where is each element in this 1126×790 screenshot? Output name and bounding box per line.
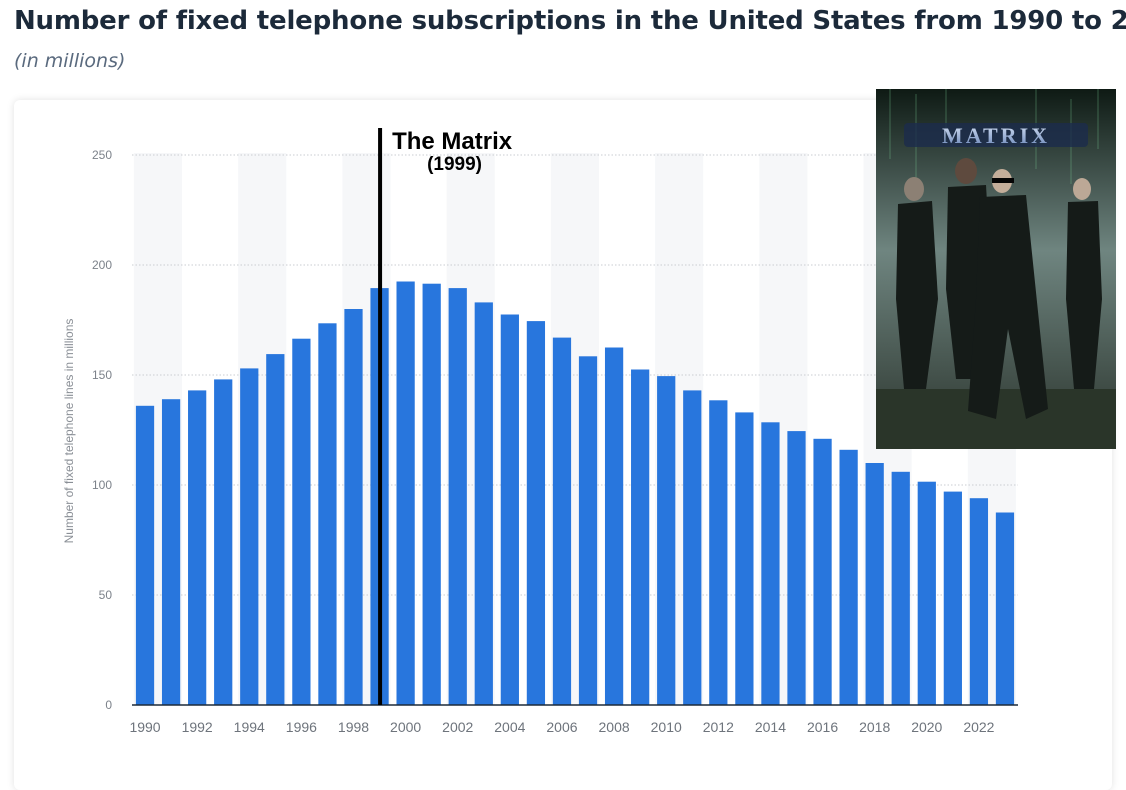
x-tick-label: 2022 [963,719,994,735]
x-tick-label: 1990 [129,719,160,735]
bar-2015[interactable] [787,431,806,705]
bar-2000[interactable] [396,281,415,706]
bar-2019[interactable] [891,471,910,705]
bar-1995[interactable] [266,354,285,705]
x-tick-label: 2014 [755,719,786,735]
y-tick-label: 150 [92,368,112,382]
bar-2004[interactable] [500,314,519,706]
bar-2012[interactable] [709,400,728,705]
bar-2021[interactable] [943,491,962,705]
bar-2005[interactable] [526,321,546,705]
bar-2014[interactable] [761,422,780,705]
matrix-movie-poster: MATRIX [876,89,1116,449]
y-axis-ticks: 0 50 100 150 200 250 [92,148,112,712]
x-tick-label: 2016 [807,719,838,735]
bar-1994[interactable] [240,368,259,705]
y-tick-label: 0 [105,698,112,712]
bar-1990[interactable] [135,405,155,705]
x-axis-ticks: 1990 1992 1994 1996 1998 2000 2002 2004 2006 2008… [129,719,994,735]
bar-2003[interactable] [474,302,493,705]
x-tick-label: 2004 [494,719,525,735]
poster-logo: MATRIX [942,123,1050,148]
bar-2020[interactable] [917,481,936,705]
matrix-annotation: The Matrix (1999) [378,128,513,705]
bar-2023[interactable] [995,512,1015,706]
annotation-sublabel: (1999) [427,154,482,175]
chart-title: Number of fixed telephone subscriptions … [14,6,1126,36]
bar-2022[interactable] [969,498,989,705]
x-tick-label: 2010 [651,719,682,735]
bar-1997[interactable] [318,323,337,705]
x-tick-label: 1992 [182,719,213,735]
x-tick-label: 2002 [442,719,473,735]
bar-2002[interactable] [448,288,467,705]
bar-2017[interactable] [839,449,858,705]
bar-1993[interactable] [214,379,233,705]
bar-chart: 0 50 100 150 200 250 1990 1992 1994 1996 1998 2000… [62,128,1018,735]
bar-2006[interactable] [552,337,572,705]
chart-subtitle: (in millions) [14,50,126,72]
annotation-label: The Matrix [392,128,513,155]
bar-1998[interactable] [344,309,363,705]
x-tick-label: 2020 [911,719,942,735]
x-tick-label: 2018 [859,719,890,735]
x-tick-label: 1994 [234,719,265,735]
bar-2010[interactable] [657,376,676,705]
y-tick-label: 100 [92,478,112,492]
x-tick-label: 1998 [338,719,369,735]
bar-2013[interactable] [735,412,754,705]
bar-2008[interactable] [604,347,624,706]
y-tick-label: 50 [99,588,113,602]
x-tick-label: 2000 [390,719,421,735]
bar-2018[interactable] [865,463,884,705]
bar-2016[interactable] [813,438,832,705]
bars [135,281,1015,706]
x-tick-label: 2012 [703,719,734,735]
bar-2001[interactable] [422,283,441,705]
x-tick-label: 2006 [546,719,577,735]
x-tick-label: 2008 [599,719,630,735]
x-tick-label: 1996 [286,719,317,735]
y-tick-label: 200 [92,258,112,272]
bar-1996[interactable] [292,338,311,705]
y-tick-label: 250 [92,148,112,162]
bar-1992[interactable] [188,390,207,705]
bar-2009[interactable] [631,369,650,706]
bar-1991[interactable] [161,399,181,705]
bar-2011[interactable] [683,390,702,705]
bar-2007[interactable] [578,356,598,705]
y-axis-label: Number of fixed telephone lines in milli… [62,319,76,544]
